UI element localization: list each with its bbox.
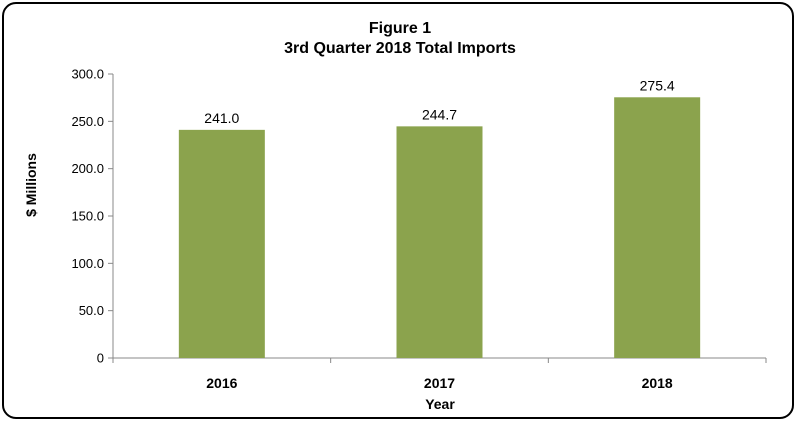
y-tick-label: 200.0 <box>71 161 104 176</box>
y-tick-label: 0 <box>97 351 104 366</box>
chart-subtitle: 3rd Quarter 2018 Total Imports <box>284 40 516 57</box>
y-tick-label: 300.0 <box>71 67 104 82</box>
y-axis-title: $ Millions <box>23 153 39 217</box>
bar <box>178 129 265 358</box>
y-tick-label: 250.0 <box>71 114 104 129</box>
data-label: 244.7 <box>422 106 457 122</box>
plot-area: 0 50.0 100.0 150.0 200.0 250.0 300.0 241.0 2016 2… <box>71 67 767 391</box>
y-tick-label: 150.0 <box>71 209 104 224</box>
x-tick-label: 2017 <box>424 375 455 391</box>
y-tick-label: 50.0 <box>79 303 104 318</box>
data-label: 241.0 <box>204 110 239 126</box>
x-tick-label: 2018 <box>642 375 673 391</box>
data-label: 275.4 <box>640 77 675 93</box>
bar <box>396 126 483 358</box>
x-axis-title: Year <box>425 396 455 412</box>
y-tick-label: 100.0 <box>71 256 104 271</box>
chart-title: Figure 1 <box>369 20 431 37</box>
x-tick-label: 2016 <box>206 375 237 391</box>
bar <box>614 97 701 359</box>
